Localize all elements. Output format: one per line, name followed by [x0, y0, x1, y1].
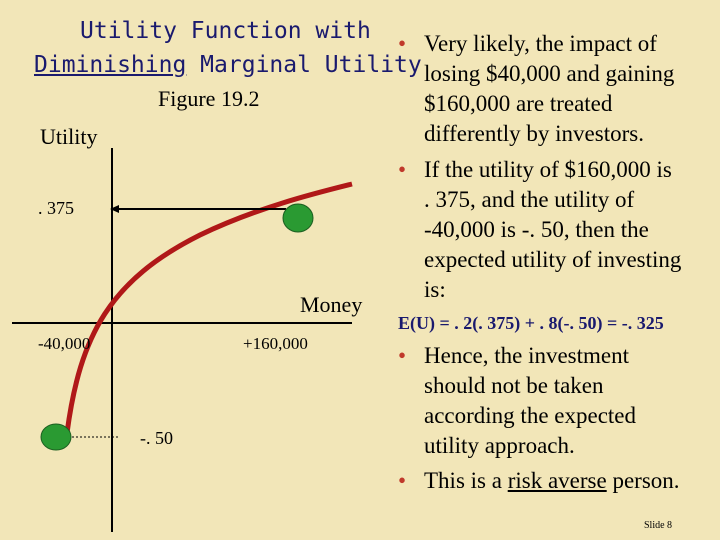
bullet-1-line-3: $160,000 are treated: [424, 91, 613, 116]
expected-utility-equation: E(U) = . 2(. 375) + . 8(-. 50) = -. 325: [398, 313, 664, 333]
bullet-2-line-2: . 375, and the utility of: [424, 187, 635, 212]
figure-label: Figure 19.2: [158, 86, 260, 111]
bullet-4-post: person.: [606, 468, 680, 493]
bullet-icon: •: [398, 468, 407, 493]
x-label-negative: -40,000: [38, 334, 91, 353]
bullet-3: • Hence, the investment should not be ta…: [398, 341, 713, 461]
bullet-1-line-2: losing $40,000 and gaining: [424, 61, 675, 86]
bullet-3-line-2: should not be taken: [424, 373, 604, 398]
bullet-2-line-4: expected utility of investing: [424, 247, 682, 272]
outcome-marker-loss: [40, 423, 72, 451]
title-line-1: Utility Function with: [80, 18, 371, 44]
pos-utility-arrowhead: [110, 205, 119, 213]
y-axis-label: Utility: [40, 124, 98, 149]
x-axis-label: Money: [300, 292, 363, 317]
bullet-4-underlined: risk averse: [507, 468, 607, 493]
x-label-positive: +160,000: [243, 334, 308, 353]
bullet-2-line-5: is:: [424, 277, 446, 302]
title-line-2: Diminishing Marginal Utility: [34, 52, 422, 78]
bullet-icon: •: [398, 31, 407, 56]
bullet-3-line-3: according the expected: [424, 403, 636, 428]
bullet-2-line-3: -40,000 is -. 50, then the: [424, 217, 649, 242]
bullet-2-line-1: If the utility of $160,000 is: [424, 157, 672, 182]
slide-number: Slide 8: [644, 520, 673, 531]
utility-curve: [64, 181, 353, 434]
bullet-1-line-1: Very likely, the impact of: [424, 31, 657, 56]
bullet-1: • Very likely, the impact of losing $40,…: [398, 29, 713, 149]
tick-label-negative: -. 50: [140, 428, 173, 448]
bullet-icon: •: [398, 157, 407, 182]
tick-label-positive: . 375: [38, 198, 74, 218]
bullet-2: • If the utility of $160,000 is . 375, a…: [398, 155, 713, 305]
bullet-4: • This is a risk averse person.: [398, 466, 716, 496]
outcome-marker-gain: [282, 203, 314, 233]
bullet-icon: •: [398, 343, 407, 368]
title-underlined-word: Diminishing: [34, 52, 187, 78]
bullet-4-pre: This is a: [424, 468, 508, 493]
bullet-1-line-4: differently by investors.: [424, 121, 644, 146]
bullet-3-line-1: Hence, the investment: [424, 343, 630, 368]
utility-diagram: [12, 148, 353, 532]
title-rest: Marginal Utility: [186, 52, 422, 78]
bullet-3-line-4: utility approach.: [424, 433, 575, 458]
